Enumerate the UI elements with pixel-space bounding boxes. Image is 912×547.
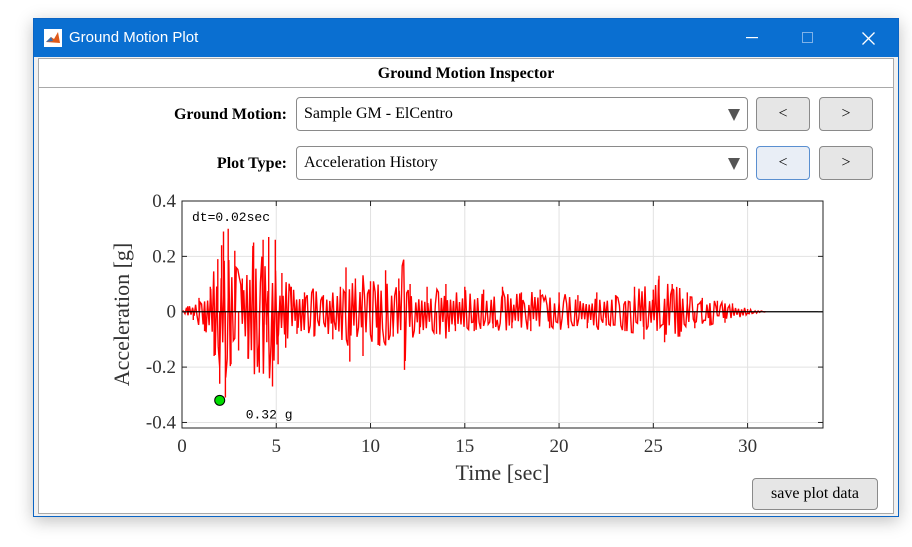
title-bar: Ground Motion Plot [34, 19, 898, 57]
ground-motion-next-button[interactable]: > [819, 97, 873, 131]
plot-type-dropdown[interactable]: Acceleration History [296, 146, 748, 180]
x-tick-label: 25 [644, 436, 663, 457]
x-tick-label: 0 [177, 436, 187, 457]
x-tick-label: 5 [272, 436, 282, 457]
x-tick-label: 30 [738, 436, 757, 457]
peak-annotation: 0.32 g [246, 407, 293, 422]
x-tick-label: 10 [361, 436, 380, 457]
maximize-button[interactable] [780, 19, 836, 57]
inspector-panel: Ground Motion Inspector Ground Motion: S… [38, 58, 894, 514]
x-tick-label: 20 [550, 436, 569, 457]
ground-motion-prev-button[interactable]: < [756, 97, 810, 131]
minimize-button[interactable] [724, 19, 780, 57]
ground-motion-dropdown[interactable]: Sample GM - ElCentro [296, 97, 748, 131]
ground-motion-value: Sample GM - ElCentro [304, 105, 453, 122]
acceleration-chart: 0 5 10 15 20 25 30 0.4 0.2 0 -0.2 -0.4 Time [sec] Acc… [109, 194, 824, 485]
y-tick-label: 0.4 [152, 194, 176, 212]
close-button[interactable] [840, 19, 896, 57]
dt-annotation: dt=0.02sec [192, 210, 270, 225]
minimize-icon [746, 37, 758, 39]
x-tick-label: 15 [455, 436, 474, 457]
chevron-down-icon [728, 158, 740, 170]
y-axis-label: Acceleration [g] [109, 243, 134, 387]
peak-marker [214, 394, 226, 406]
plot-type-label: Plot Type: [216, 155, 287, 172]
plot-type-prev-button[interactable]: < [756, 146, 810, 180]
y-tick-label: -0.4 [146, 412, 177, 433]
close-icon [861, 31, 875, 45]
axes-frame [181, 200, 824, 429]
y-tick-label: 0.2 [152, 246, 176, 267]
save-plot-data-button[interactable]: save plot data [752, 478, 878, 510]
ground-motion-plot-window: Ground Motion Plot Ground Motion Inspect… [33, 18, 899, 517]
panel-title: Ground Motion Inspector [39, 59, 893, 88]
plot-type-value: Acceleration History [304, 154, 438, 171]
acceleration-series-line [181, 228, 766, 398]
chevron-down-icon [728, 109, 740, 121]
maximize-icon [802, 32, 813, 43]
y-tick-label: -0.2 [146, 357, 176, 378]
x-axis-label: Time [sec] [456, 460, 550, 485]
window-title: Ground Motion Plot [69, 29, 199, 46]
plot-type-next-button[interactable]: > [819, 146, 873, 180]
y-tick-label: 0 [167, 302, 177, 323]
ground-motion-label: Ground Motion: [173, 106, 287, 123]
matlab-icon [44, 29, 62, 47]
